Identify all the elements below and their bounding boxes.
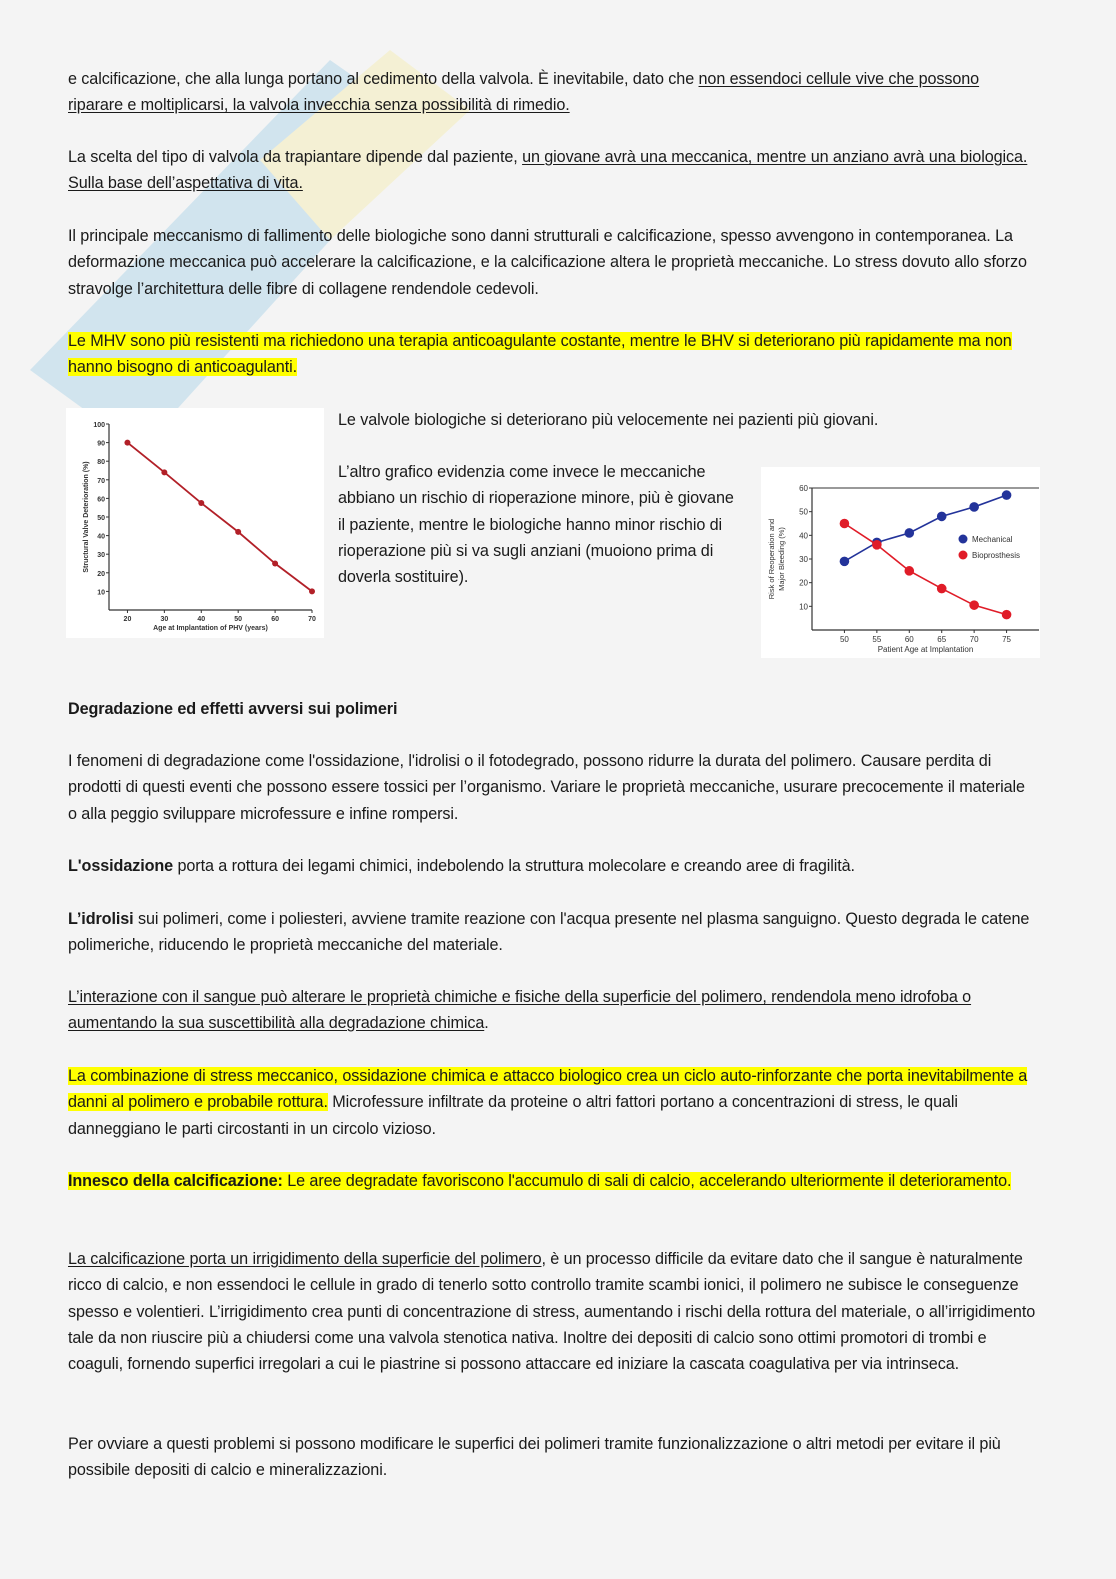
paragraph-valve-choice: La scelta del tipo di valvola da trapian…	[68, 144, 1038, 197]
data-point	[969, 600, 979, 610]
y-axis-label: Structural Valve Deterioration (%)	[83, 461, 90, 572]
x-tick-label: 60	[271, 616, 279, 623]
paragraph-degradation: I fenomeni di degradazione come l'ossida…	[68, 748, 1038, 827]
data-point	[1001, 609, 1012, 620]
data-point	[839, 556, 850, 567]
x-tick-label: 55	[872, 635, 881, 644]
paragraph-valve-calcification: e calcificazione, che alla lunga portano…	[68, 66, 1038, 119]
paragraph-calcification-trigger: Innesco della calcificazione: Le aree de…	[68, 1168, 1038, 1194]
data-point	[839, 518, 850, 529]
data-point	[969, 502, 979, 512]
x-tick-label: 60	[905, 635, 914, 644]
text-segment: Innesco della calcificazione:	[68, 1172, 283, 1190]
y-tick-label: 100	[93, 422, 105, 429]
y-tick-label: 60	[799, 484, 808, 493]
y-tick-label: 30	[97, 552, 105, 559]
x-tick-label: 50	[234, 616, 242, 623]
series-line-0	[126, 441, 313, 593]
text-segment: L'ossidazione	[68, 857, 174, 875]
y-axis-label: Risk of Reoperation and	[767, 519, 776, 599]
x-tick-label: 70	[308, 616, 316, 623]
text-segment: Degradazione ed effetti avversi sui poli…	[68, 700, 398, 718]
x-tick-label: 30	[160, 616, 168, 623]
data-point	[936, 511, 947, 522]
paragraph-calcification-stiffening: La calcificazione porta un irrigidimento…	[68, 1246, 1038, 1377]
data-point	[936, 583, 947, 594]
paragraph-oxidation: L'ossidazione porta a rottura dei legami…	[68, 853, 1038, 879]
text-segment: un giovane avrà una meccanica, mentre un…	[68, 148, 1028, 193]
text-segment: I fenomeni di degradazione come l'ossida…	[68, 752, 1025, 823]
x-tick-label: 40	[197, 616, 205, 623]
data-point	[124, 439, 131, 446]
data-point	[872, 540, 882, 550]
paragraph-other-chart: L’altro grafico evidenzia come invece le…	[338, 459, 740, 590]
text-segment: Le MHV sono più resistenti ma richiedono…	[68, 332, 1012, 377]
data-point	[161, 469, 168, 476]
series-line-Mechanical	[844, 494, 1007, 563]
text-segment: L’altro grafico evidenzia come invece le…	[338, 463, 734, 587]
y-tick-label: 70	[97, 478, 105, 485]
y-tick-label: 50	[97, 515, 105, 522]
paragraph-biological-young: Le valvole biologiche si deteriorano più…	[338, 407, 998, 433]
text-segment: non essendoci cellule vive che possono r…	[68, 70, 980, 115]
data-point	[904, 528, 915, 538]
y-tick-label: 90	[97, 441, 105, 448]
data-point	[309, 588, 315, 595]
text-segment: sui polimeri, come i poliesteri, avviene…	[68, 910, 1030, 955]
data-point	[1001, 490, 1012, 500]
y-tick-label: 30	[799, 555, 808, 564]
legend-marker	[958, 550, 968, 560]
text-segment: L’interazione con il sangue può alterare…	[68, 988, 972, 1033]
chart-reoperation-risk: 10 20 30 40 50 60 50 55 60 65 70 75 Patient Age at I…	[761, 467, 1040, 658]
y-tick-label: 40	[97, 534, 105, 541]
x-tick-label: 70	[970, 635, 979, 644]
text-segment: L’idrolisi	[68, 910, 134, 928]
paragraph-blood-interaction: L’interazione con il sangue può alterare…	[68, 984, 1038, 1037]
y-tick-label: 50	[799, 508, 808, 517]
x-tick-label: 75	[1002, 635, 1011, 644]
data-point	[235, 528, 242, 535]
text-segment: La calcificazione porta un irrigidimento…	[68, 1250, 542, 1268]
y-tick-label: 20	[799, 579, 808, 588]
x-axis-label: Age at Implantation of PHV (years)	[153, 625, 268, 632]
y-tick-label: 20	[97, 571, 105, 578]
text-segment: e calcificazione, che alla lunga portano…	[68, 70, 699, 88]
y-axis-label: Major Bleeding (%)	[777, 527, 786, 591]
y-tick-label: 10	[97, 589, 105, 596]
data-point	[198, 500, 205, 507]
text-segment: Per ovviare a questi problemi si possono…	[68, 1435, 1001, 1480]
legend-marker	[958, 534, 968, 544]
paragraph-mhv-bhv: Le MHV sono più resistenti ma richiedono…	[68, 328, 1038, 381]
y-tick-label: 80	[97, 459, 105, 466]
paragraph-hydrolysis: L’idrolisi sui polimeri, come i polieste…	[68, 906, 1038, 959]
paragraph-combination: La combinazione di stress meccanico, oss…	[68, 1063, 1038, 1142]
text-segment: Le valvole biologiche si deteriorano più…	[338, 411, 879, 429]
chart-deterioration-vs-age: 10 20 30 40 50 60 70 80 90 100 20 30 40 50 60 70 Age at …	[66, 408, 324, 638]
legend-label: Mechanical	[972, 535, 1013, 544]
x-axis-label: Patient Age at Implantation	[878, 645, 974, 654]
paragraph-failure-mechanism: Il principale meccanismo di fallimento d…	[68, 223, 1038, 302]
text-segment: Il principale meccanismo di fallimento d…	[68, 227, 1027, 298]
text-segment: Le aree degradate favoriscono l'accumulo…	[282, 1172, 1012, 1190]
y-tick-label: 60	[97, 496, 105, 503]
series-line-Bioprosthesis	[843, 522, 1007, 616]
text-segment: porta a rottura dei legami chimici, inde…	[173, 857, 855, 875]
data-point	[904, 566, 915, 576]
text-segment: , è un processo difficile da evitare dat…	[68, 1250, 1036, 1374]
x-tick-label: 50	[840, 635, 849, 644]
x-tick-label: 65	[937, 635, 946, 644]
legend-label: Bioprosthesis	[972, 551, 1020, 560]
data-point	[272, 560, 279, 567]
paragraph-solutions: Per ovviare a questi problemi si possono…	[68, 1431, 1038, 1484]
section-heading-polymer-degradation: Degradazione ed effetti avversi sui poli…	[68, 696, 1038, 722]
text-segment: La scelta del tipo di valvola da trapian…	[68, 148, 523, 166]
text-segment: .	[484, 1014, 489, 1033]
x-tick-label: 20	[124, 616, 132, 623]
y-tick-label: 40	[799, 531, 808, 540]
y-tick-label: 10	[799, 602, 808, 611]
text-segment: Microfessure infiltrate da proteine o al…	[68, 1093, 958, 1138]
